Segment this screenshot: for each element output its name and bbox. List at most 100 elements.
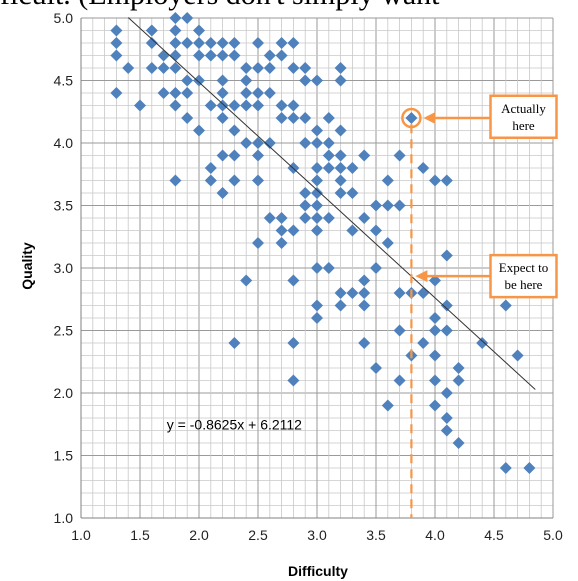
data-point xyxy=(145,37,158,49)
data-point xyxy=(240,137,253,149)
data-point xyxy=(322,112,335,124)
header-text: ficult. (Employers don't simply want xyxy=(0,0,578,12)
data-point xyxy=(157,62,170,74)
data-point xyxy=(263,137,276,149)
data-point xyxy=(252,62,264,74)
data-point xyxy=(381,199,394,212)
data-point xyxy=(263,62,276,74)
data-point xyxy=(311,312,323,324)
data-point xyxy=(429,324,441,337)
data-point xyxy=(499,299,512,312)
y-tick-label: 4.5 xyxy=(54,73,74,89)
data-point xyxy=(216,149,229,162)
data-point xyxy=(334,287,347,299)
x-tick-label: 4.5 xyxy=(484,527,504,543)
x-tick-label: 2.5 xyxy=(248,527,268,543)
data-point xyxy=(299,74,312,87)
data-point xyxy=(334,174,347,187)
data-point xyxy=(311,224,323,237)
data-point xyxy=(358,274,371,287)
callout-text: here xyxy=(512,118,535,133)
data-point xyxy=(252,149,264,162)
data-point xyxy=(417,287,430,299)
data-point xyxy=(110,24,123,37)
data-point xyxy=(252,87,264,99)
data-point xyxy=(216,37,229,49)
data-point xyxy=(311,137,323,149)
data-point xyxy=(370,262,382,274)
data-point xyxy=(263,212,276,224)
trendline xyxy=(127,17,536,390)
data-point xyxy=(181,12,194,24)
data-point xyxy=(252,99,264,112)
data-point xyxy=(204,162,217,174)
data-point xyxy=(204,99,217,112)
y-tick-label: 2.5 xyxy=(54,323,74,339)
x-tick-label: 3.0 xyxy=(307,527,327,543)
data-point xyxy=(452,374,465,387)
data-point xyxy=(405,112,418,124)
data-point xyxy=(429,374,441,387)
data-point xyxy=(216,49,229,62)
y-tick-label: 3.0 xyxy=(54,260,74,276)
y-tick-label: 1.0 xyxy=(54,510,74,526)
data-point xyxy=(417,162,430,174)
data-point xyxy=(287,112,300,124)
data-point xyxy=(216,74,229,87)
data-point xyxy=(476,337,489,349)
data-point xyxy=(240,62,253,74)
data-point xyxy=(370,199,382,212)
data-point xyxy=(216,87,229,99)
data-point xyxy=(358,212,371,224)
data-point xyxy=(499,462,512,474)
data-point xyxy=(299,137,312,149)
data-point xyxy=(370,224,382,237)
data-point xyxy=(334,162,347,174)
data-point xyxy=(440,412,453,424)
y-tick-label: 4.0 xyxy=(54,135,74,151)
data-point xyxy=(169,99,182,112)
data-point xyxy=(193,49,205,62)
data-point xyxy=(110,37,123,49)
data-point xyxy=(228,49,241,62)
data-point xyxy=(252,174,264,187)
data-point xyxy=(275,112,288,124)
callout-text: Expect to xyxy=(499,260,548,275)
data-point xyxy=(311,299,323,312)
data-point xyxy=(334,124,347,137)
data-point xyxy=(134,99,146,112)
data-point xyxy=(322,149,335,162)
data-point xyxy=(311,162,323,174)
data-point xyxy=(346,224,359,237)
data-point xyxy=(299,199,312,212)
data-point xyxy=(240,74,253,87)
data-point xyxy=(169,12,182,24)
data-point xyxy=(157,49,170,62)
data-point xyxy=(287,37,300,49)
data-point xyxy=(252,237,264,249)
data-point xyxy=(440,299,453,312)
data-point xyxy=(299,62,312,74)
data-point xyxy=(228,149,241,162)
annotations: Actually here Expect to be here xyxy=(401,94,558,518)
data-point xyxy=(322,162,335,174)
data-point xyxy=(346,287,359,299)
data-point xyxy=(287,224,300,237)
data-point xyxy=(393,149,406,162)
x-tick-label: 2.0 xyxy=(189,527,209,543)
data-point xyxy=(393,287,406,299)
data-point xyxy=(358,287,371,299)
data-point xyxy=(181,112,194,124)
data-point xyxy=(334,149,347,162)
data-point xyxy=(311,74,323,87)
data-point xyxy=(252,137,264,149)
data-point xyxy=(287,274,300,287)
data-point xyxy=(287,337,300,349)
data-point xyxy=(358,299,371,312)
data-point xyxy=(228,99,241,112)
callout-text: be here xyxy=(505,277,543,292)
axes xyxy=(80,18,553,519)
trendline-group: y = -0.8625x + 6.2112 xyxy=(127,17,536,432)
data-point xyxy=(228,337,241,349)
data-point xyxy=(440,174,453,187)
